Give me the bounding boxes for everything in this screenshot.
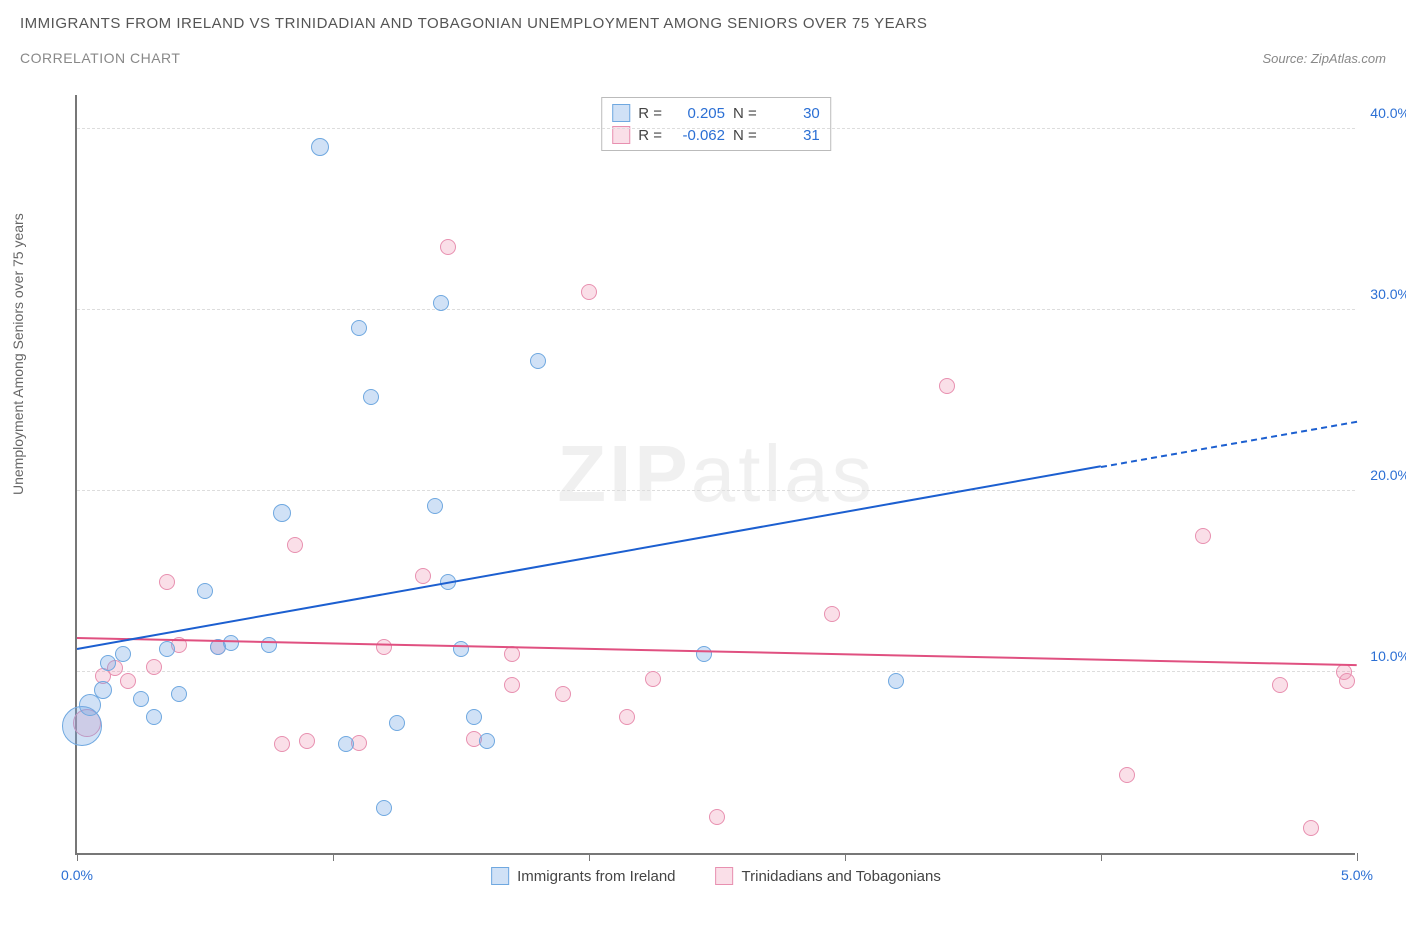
scatter-point-series-a [273,504,291,522]
y-tick-label: 10.0% [1370,648,1406,664]
legend: Immigrants from Ireland Trinidadians and… [491,867,941,885]
chart-title: IMMIGRANTS FROM IRELAND VS TRINIDADIAN A… [20,15,1386,32]
scatter-point-series-b [146,659,162,675]
scatter-point-series-b [120,673,136,689]
scatter-point-series-b [1195,528,1211,544]
scatter-point-series-a [696,646,712,662]
scatter-point-series-a [115,646,131,662]
trend-line-series-a [77,466,1101,651]
chart-area: Unemployment Among Seniors over 75 years… [20,95,1386,885]
scatter-point-series-b [1272,677,1288,693]
scatter-point-series-a [338,736,354,752]
x-tick [333,853,334,861]
scatter-point-series-a [223,635,239,651]
scatter-point-series-a [427,498,443,514]
swatch-series-a [491,867,509,885]
x-tick [1357,853,1358,861]
scatter-point-series-a [530,353,546,369]
scatter-point-series-a [311,138,329,156]
x-tick [589,853,590,861]
legend-item-series-b: Trinidadians and Tobagonians [716,867,941,885]
scatter-point-series-b [824,606,840,622]
scatter-point-series-b [1303,820,1319,836]
swatch-series-a [612,104,630,122]
x-tick [1101,853,1102,861]
swatch-series-b [716,867,734,885]
legend-item-series-a: Immigrants from Ireland [491,867,675,885]
scatter-point-series-b [274,736,290,752]
scatter-point-series-b [1339,673,1355,689]
scatter-point-series-a [479,733,495,749]
scatter-point-series-a [146,709,162,725]
scatter-point-series-b [709,809,725,825]
scatter-point-series-a [261,637,277,653]
scatter-point-series-b [287,537,303,553]
scatter-point-series-a [466,709,482,725]
scatter-point-series-b [504,677,520,693]
scatter-point-series-b [440,239,456,255]
y-tick-label: 40.0% [1370,105,1406,121]
x-tick [845,853,846,861]
scatter-point-series-a [94,681,112,699]
plot-region: ZIPatlas R = 0.205 N = 30 R = -0.062 N =… [75,95,1355,855]
scatter-point-series-a [197,583,213,599]
stats-row-series-a: R = 0.205 N = 30 [612,102,820,124]
scatter-point-series-b [1119,767,1135,783]
scatter-point-series-a [433,295,449,311]
trend-line-series-a-extrapolated [1101,420,1357,467]
scatter-point-series-a [133,691,149,707]
scatter-point-series-a [363,389,379,405]
source-attribution: Source: ZipAtlas.com [1262,51,1386,66]
scatter-point-series-b [619,709,635,725]
scatter-point-series-b [555,686,571,702]
gridline [77,309,1355,310]
x-tick [77,853,78,861]
x-tick-label: 5.0% [1341,867,1373,883]
scatter-point-series-a [376,800,392,816]
scatter-point-series-a [389,715,405,731]
scatter-point-series-a [888,673,904,689]
scatter-point-series-b [939,378,955,394]
y-tick-label: 20.0% [1370,467,1406,483]
scatter-point-series-a [100,655,116,671]
scatter-point-series-b [299,733,315,749]
correlation-stats-box: R = 0.205 N = 30 R = -0.062 N = 31 [601,97,831,151]
scatter-point-series-b [581,284,597,300]
gridline [77,490,1355,491]
scatter-point-series-a [453,641,469,657]
scatter-point-series-a [351,320,367,336]
scatter-point-series-b [415,568,431,584]
scatter-point-series-b [645,671,661,687]
scatter-point-series-a [171,686,187,702]
x-tick-label: 0.0% [61,867,93,883]
scatter-point-series-b [159,574,175,590]
y-tick-label: 30.0% [1370,286,1406,302]
gridline [77,128,1355,129]
chart-subtitle: CORRELATION CHART [20,50,180,66]
y-axis-label: Unemployment Among Seniors over 75 years [10,213,26,495]
scatter-point-series-a [159,641,175,657]
gridline [77,671,1355,672]
watermark: ZIPatlas [557,428,874,520]
scatter-point-series-b [376,639,392,655]
